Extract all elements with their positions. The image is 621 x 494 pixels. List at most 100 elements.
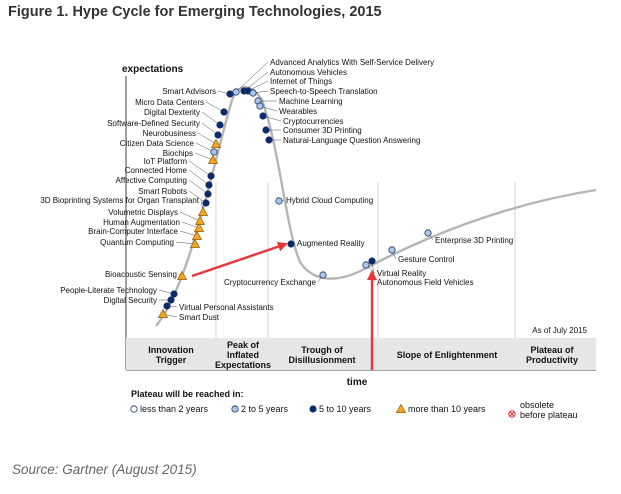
marker-volumetric-displays: [194, 215, 206, 225]
marker-micro-data-centers: [220, 108, 228, 116]
hype-curve: [155, 86, 597, 327]
label-enterprise-3d-printing: Enterprise 3D Printing: [435, 236, 513, 245]
marker-bioacoustic-sensing: [176, 270, 188, 280]
leader-connected-home: [188, 169, 210, 186]
phase-label-plateau-of-productivity: Plateau of Productivity: [526, 345, 578, 365]
label-smart-dust: Smart Dust: [179, 313, 220, 322]
label-3d-bioprinting-systems-for-organ-transplant: 3D Bioprinting Systems for Organ Transpl…: [40, 196, 200, 205]
leader-neurobusiness: [197, 132, 217, 145]
marker-digital-security: [167, 296, 175, 304]
marker-autonomous-field-vehicles: [368, 257, 376, 265]
marker-gesture-control: [388, 246, 396, 254]
phase-label-slope-of-enlightenment: Slope of Enlightenment: [397, 350, 498, 360]
source-note: Source: Gartner (August 2015): [12, 462, 197, 477]
label-iot-platform: IoT Platform: [144, 157, 188, 166]
x-axis-label: time: [347, 377, 368, 388]
marker-3d-bioprinting-systems-for-organ-transplant: [197, 206, 209, 216]
phase-label-innovation-trigger: Innovation Trigger: [148, 345, 194, 365]
label-consumer-3d-printing: Consumer 3D Printing: [283, 126, 362, 135]
label-virtual-personal-assistants: Virtual Personal Assistants: [179, 303, 274, 312]
marker-biochips: [207, 154, 219, 164]
phase-labels: Innovation Trigger Peak of Inflated Expectat…: [148, 340, 578, 370]
label-machine-learning: Machine Learning: [279, 97, 343, 106]
leader-advanced-analytics-with-self-service-delivery: [235, 61, 269, 93]
leader-internet-of-things: [247, 80, 269, 92]
marker-virtual-personal-assistants: [163, 302, 171, 310]
label-connected-home: Connected Home: [125, 166, 188, 175]
marker-people-literate-technology: [170, 290, 178, 298]
leader-human-augmentation: [181, 221, 200, 229]
legend-label-more-than-10-years: more than 10 years: [408, 404, 486, 414]
label-cryptocurrency-exchange: Cryptocurrency Exchange: [224, 278, 317, 287]
marker-iot-platform: [207, 172, 215, 180]
legend-label-less-than-2-years: less than 2 years: [140, 404, 209, 414]
marker-advanced-analytics-with-self-service-delivery: [232, 88, 240, 96]
marker-citizen-data-science: [210, 148, 218, 156]
leader-volumetric-displays: [179, 211, 201, 222]
marker-consumer-3d-printing: [262, 126, 270, 134]
marker-hybrid-cloud-computing: [275, 197, 283, 205]
label-cryptocurrencies: Cryptocurrencies: [283, 117, 343, 126]
marker-brain-computer-interface: [191, 230, 203, 240]
label-hybrid-cloud-computing: Hybrid Cloud Computing: [286, 196, 373, 205]
marker-virtual-reality: [362, 261, 370, 269]
marker-digital-dexterity: [216, 121, 224, 129]
label-neurobusiness: Neurobusiness: [143, 129, 196, 138]
phase-label-trough-of-disillusionment: Trough of Disillusionment: [288, 345, 355, 365]
label-gesture-control: Gesture Control: [398, 255, 455, 264]
leader-affective-computing: [188, 179, 209, 195]
leader-iot-platform: [188, 160, 212, 177]
marker-quantum-computing: [189, 238, 201, 248]
label-smart-advisors: Smart Advisors: [162, 87, 216, 96]
legend: less than 2 years 2 to 5 years 5 to 10 yea…: [130, 400, 578, 420]
label-micro-data-centers: Micro Data Centers: [135, 98, 204, 107]
phase-band: [126, 338, 596, 370]
figure-title: Figure 1. Hype Cycle for Emerging Techno…: [8, 4, 382, 20]
marker-smart-advisors: [226, 90, 234, 98]
label-human-augmentation: Human Augmentation: [103, 218, 180, 227]
label-digital-security: Digital Security: [104, 296, 157, 305]
marker-connected-home: [205, 181, 213, 189]
marker-cryptocurrencies: [259, 112, 267, 120]
legend-marker-2-to-5-years: [231, 405, 239, 413]
legend-label-2-to-5-years: 2 to 5 years: [241, 404, 289, 414]
phase-label-peak-of-inflated-expectations: Peak of Inflated Expectations: [215, 340, 271, 370]
marker-affective-computing: [204, 190, 212, 198]
label-biochips: Biochips: [163, 149, 193, 158]
label-advanced-analytics-with-self-service-delivery: Advanced Analytics With Self-Service Del…: [270, 58, 434, 67]
label-software-defined-security: Software-Defined Security: [107, 119, 200, 128]
label-digital-dexterity: Digital Dexterity: [144, 108, 200, 117]
marker-enterprise-3d-printing: [424, 229, 432, 237]
legend-marker-less-than-2-years: [130, 405, 138, 413]
arrow-to-augmented-reality: [191, 241, 288, 278]
marker-smart-dust: [157, 308, 169, 318]
leader-biochips: [194, 152, 214, 161]
annotation-arrows: [191, 241, 377, 370]
marker-wearables: [256, 102, 264, 110]
label-internet-of-things: Internet of Things: [270, 77, 332, 86]
legend-label-5-to-10-years: 5 to 10 years: [319, 404, 372, 414]
label-smart-robots: Smart Robots: [138, 187, 187, 196]
label-virtual-reality: Virtual Reality: [377, 269, 426, 278]
label-bioacoustic-sensing: Bioacoustic Sensing: [105, 270, 177, 279]
marker-human-augmentation: [193, 222, 205, 232]
marker-software-defined-security: [214, 131, 222, 139]
marker-smart-robots: [202, 199, 210, 207]
y-axis-label: expectations: [122, 64, 184, 75]
leader-digital-dexterity: [201, 111, 221, 126]
marker-augmented-reality: [287, 240, 295, 248]
technology-markers: [157, 87, 432, 318]
label-autonomous-field-vehicles: Autonomous Field Vehicles: [377, 278, 474, 287]
label-speech-to-speech-translation: Speech-to-Speech Translation: [270, 87, 378, 96]
label-quantum-computing: Quantum Computing: [100, 238, 174, 247]
as-of-date: As of July 2015: [532, 326, 587, 335]
label-volumetric-displays: Volumetric Displays: [108, 208, 178, 217]
label-brain-computer-interface: Brain-Computer Interface: [88, 227, 178, 236]
legend-title: Plateau will be reached in:: [131, 389, 244, 399]
marker-natural-language-question-answering: [265, 136, 273, 144]
label-people-literate-technology: People-Literate Technology: [60, 286, 157, 295]
label-natural-language-question-answering: Natural-Language Question Answering: [283, 136, 420, 145]
leader-brain-computer-interface: [179, 230, 198, 237]
legend-marker-more-than-10-years: [395, 403, 407, 413]
